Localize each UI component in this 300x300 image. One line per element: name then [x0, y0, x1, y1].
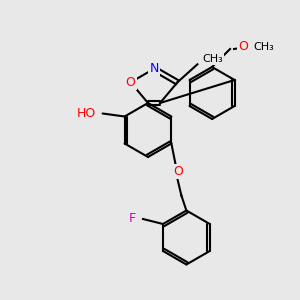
Text: O: O: [173, 165, 183, 178]
Text: CH₃: CH₃: [202, 54, 223, 64]
Text: N: N: [149, 62, 159, 75]
Text: O: O: [126, 76, 136, 89]
Text: O: O: [238, 40, 248, 52]
Text: CH₃: CH₃: [253, 42, 274, 52]
Text: F: F: [129, 212, 136, 226]
Text: HO: HO: [76, 107, 96, 120]
